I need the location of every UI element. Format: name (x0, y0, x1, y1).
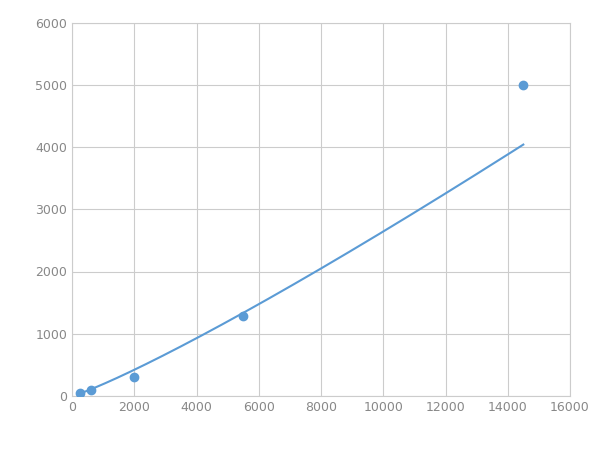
Point (75, 389, 85, 396)
Point (238, 313, 248, 320)
Point (518, 81, 528, 88)
Point (130, 373, 139, 380)
Point (86, 386, 96, 393)
